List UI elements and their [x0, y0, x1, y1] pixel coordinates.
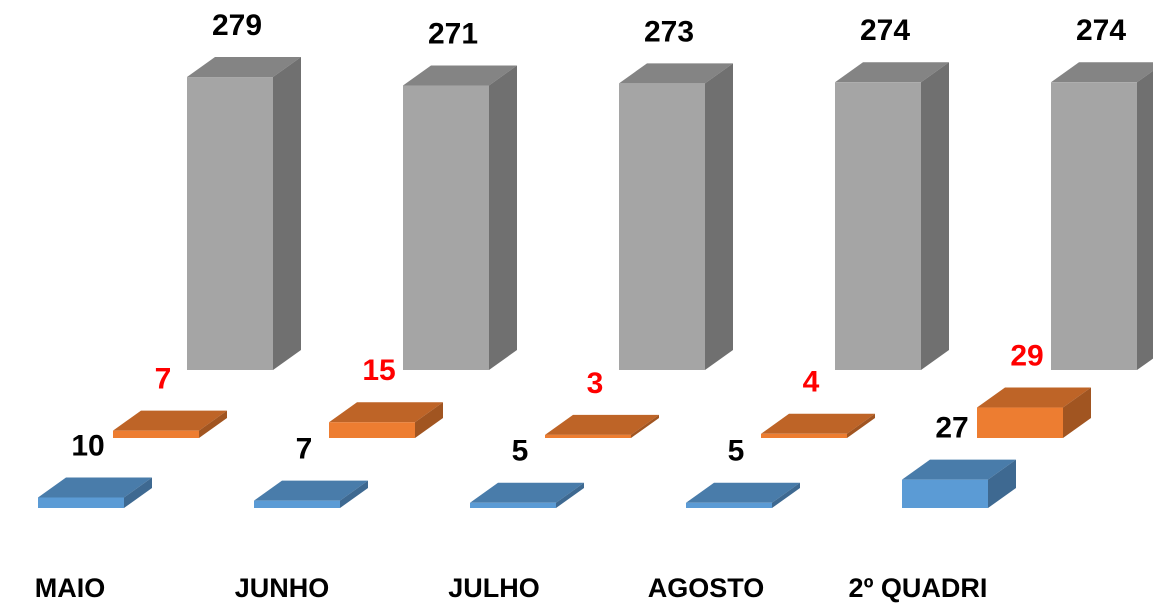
bar-side [199, 410, 227, 438]
data-label: 274 [1076, 14, 1126, 47]
bar [902, 459, 1016, 508]
bar [329, 402, 443, 438]
bar-top [187, 57, 301, 78]
bar-side [415, 402, 443, 438]
bar-top [977, 387, 1091, 408]
data-label: 7 [296, 433, 313, 466]
bar-top [329, 402, 443, 423]
bar-top [403, 65, 517, 86]
bar [686, 482, 800, 508]
bar-front [1051, 82, 1137, 371]
bar-front [113, 430, 199, 438]
bar-side [631, 414, 659, 438]
bar-top [1051, 62, 1153, 83]
bar-front [403, 85, 489, 370]
bar [403, 65, 517, 370]
data-label: 273 [644, 15, 694, 48]
bar-side [556, 482, 584, 508]
x-tick-label: JUNHO [235, 573, 330, 603]
bar-side [921, 62, 949, 371]
x-tick-label: 2º QUADRI [849, 573, 988, 603]
bar-side [847, 413, 875, 438]
bar-side [340, 480, 368, 508]
bar [38, 477, 152, 508]
bar-front [254, 500, 340, 508]
data-label: 4 [803, 366, 820, 399]
bar-side [124, 477, 152, 508]
bar-top [254, 480, 368, 501]
bar [545, 414, 659, 438]
bar-front [619, 83, 705, 370]
bar-top [470, 482, 584, 503]
bar-front [545, 434, 631, 438]
bar-side [705, 63, 733, 370]
bar [835, 62, 949, 371]
bar-front [38, 497, 124, 508]
bar-side [1063, 387, 1091, 438]
bar-top [545, 414, 659, 435]
data-label: 29 [1010, 339, 1043, 372]
data-label: 274 [860, 14, 910, 47]
bar-side [988, 459, 1016, 508]
bar [977, 387, 1091, 438]
bar-front [835, 82, 921, 371]
x-tick-label: MAIO [35, 573, 106, 603]
bar-top [619, 63, 733, 84]
data-label: 279 [212, 9, 262, 42]
data-label: 271 [428, 17, 478, 50]
bar-top [686, 482, 800, 503]
bar-front [329, 422, 415, 438]
data-label: 5 [728, 435, 745, 468]
bar [1051, 62, 1153, 371]
bar-front [187, 77, 273, 371]
bar-side [772, 482, 800, 508]
data-label: 27 [935, 412, 968, 445]
data-label: 5 [512, 435, 529, 468]
bar-top [902, 459, 1016, 480]
x-tick-label: AGOSTO [648, 573, 765, 603]
data-label: 10 [71, 429, 104, 462]
data-label: 3 [587, 367, 604, 400]
bar-front [470, 502, 556, 508]
bar-front [902, 479, 988, 508]
bar-top [761, 413, 875, 434]
bar-side [1137, 70, 1153, 370]
bar-top [835, 62, 949, 83]
data-label: 7 [155, 363, 172, 396]
bar-top [38, 477, 152, 498]
x-tick-label: JULHO [448, 573, 540, 603]
bar [470, 482, 584, 508]
bar [619, 63, 733, 370]
bar-front [761, 433, 847, 438]
bar-front [977, 407, 1063, 438]
data-label: 15 [362, 354, 395, 387]
bar [187, 57, 301, 371]
bar [113, 410, 227, 438]
bar-side [489, 65, 517, 370]
bar-front [686, 502, 772, 508]
bar [761, 413, 875, 438]
bar [254, 480, 368, 508]
bar-side [273, 57, 301, 371]
bar-top [113, 410, 227, 431]
